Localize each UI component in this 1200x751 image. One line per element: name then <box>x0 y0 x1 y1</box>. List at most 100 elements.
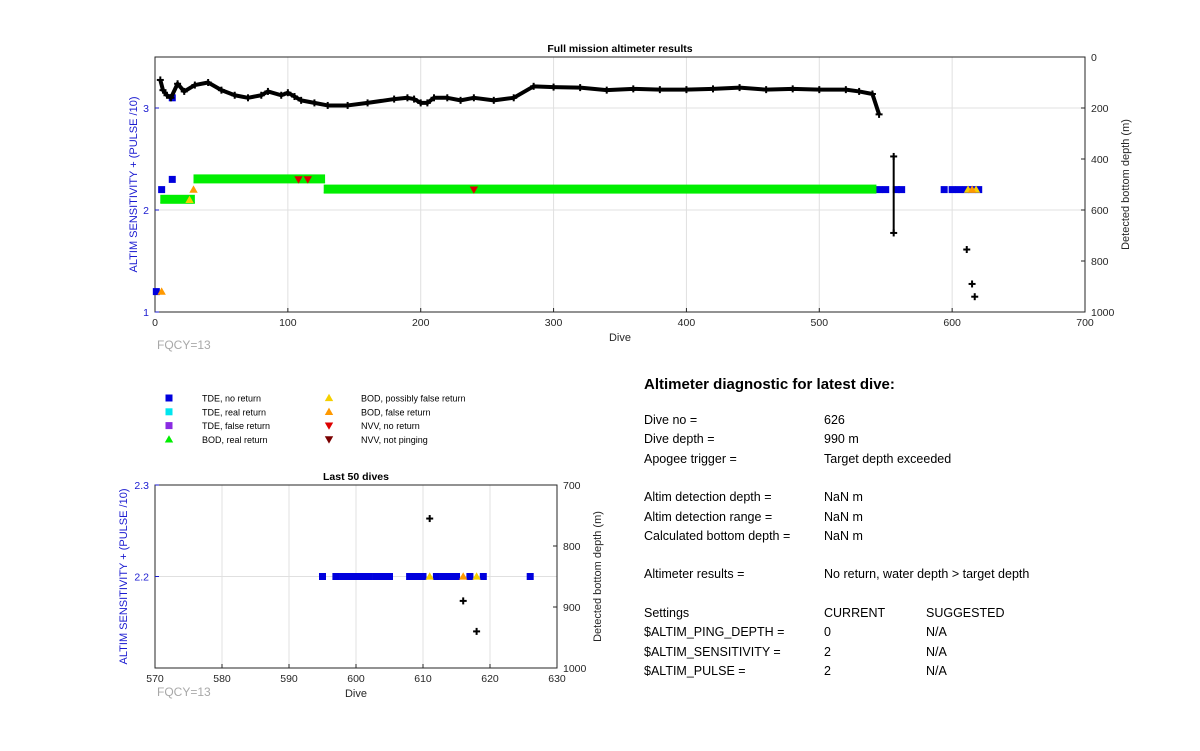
legend-marker <box>324 422 334 430</box>
x-tick-label: 620 <box>481 673 499 685</box>
y2-tick-label: 400 <box>1091 154 1109 166</box>
apogee-row: Apogee trigger = Target depth exceeded <box>644 450 1164 469</box>
data-point <box>948 186 956 194</box>
y-tick-label: 2.2 <box>134 572 149 584</box>
depth-point <box>709 85 717 93</box>
y2-axis-label: Detected bottom depth (m) <box>1120 119 1132 250</box>
data-point <box>466 573 474 580</box>
depth-point <box>344 101 352 109</box>
legend-marker <box>324 407 334 415</box>
detection-range-value: NaN m <box>824 509 863 524</box>
data-point <box>761 185 771 193</box>
y2-tick-label: 1000 <box>1091 307 1115 319</box>
depth-point <box>576 84 584 92</box>
results-label: Altimeter results = <box>644 567 745 582</box>
detection-depth-value: NaN m <box>824 490 863 505</box>
data-point <box>345 573 353 580</box>
data-point <box>173 195 182 203</box>
x-tick-label: 590 <box>280 673 298 685</box>
data-point <box>439 573 447 580</box>
diagnostic-title: Altimeter diagnostic for latest dive: <box>644 376 895 393</box>
y-tick-label: 1 <box>143 307 149 319</box>
data-point <box>158 186 166 194</box>
data-point <box>443 185 452 193</box>
plot-frame <box>154 56 1086 313</box>
data-point <box>425 572 434 580</box>
depth-point <box>963 246 971 254</box>
legend-label: NVV, no return <box>361 421 420 431</box>
depth-point <box>284 89 292 97</box>
detection-depth-label: Altim detection depth = <box>644 490 772 505</box>
data-point <box>526 573 534 580</box>
depth-point <box>204 79 212 86</box>
data-point <box>940 186 948 194</box>
data-point <box>875 186 883 194</box>
legend-marker <box>164 435 174 443</box>
data-point <box>160 195 169 203</box>
depth-point <box>868 90 876 98</box>
x-tick-label: 600 <box>347 673 365 685</box>
data-point <box>303 176 312 184</box>
x-tick-label: 700 <box>1076 317 1094 329</box>
depth-point <box>217 86 225 94</box>
depth-point <box>968 280 976 288</box>
legend-label: TDE, real return <box>202 407 266 417</box>
depth-point <box>473 627 481 635</box>
data-point <box>189 185 198 193</box>
results-row: Altimeter results = No return, water dep… <box>644 565 1164 584</box>
legend-marker <box>324 436 334 444</box>
depth-point <box>443 94 451 102</box>
depth-point <box>490 96 498 104</box>
depth-point <box>426 515 434 523</box>
data-point <box>722 185 731 193</box>
depth-point <box>277 91 285 99</box>
depth-point <box>762 86 770 94</box>
depth-point <box>364 99 372 107</box>
depth-point <box>156 76 164 84</box>
depth-point <box>417 99 425 107</box>
depth-point <box>789 85 797 93</box>
detection-range-label: Altim detection range = <box>644 509 773 524</box>
depth-point <box>736 84 744 92</box>
depth-point <box>264 87 272 95</box>
depth-point <box>410 95 418 103</box>
data-point <box>432 573 440 580</box>
data-point <box>270 175 279 183</box>
data-point <box>365 573 373 580</box>
y2-tick-label: 600 <box>1091 205 1109 217</box>
data-point <box>379 573 387 580</box>
apogee-value: Target depth exceeded <box>824 451 952 466</box>
calculated-depth-value: NaN m <box>824 528 863 543</box>
data-point <box>350 185 359 193</box>
legend-label: BOD, possibly false return <box>361 394 466 404</box>
data-point <box>310 175 319 183</box>
data-point <box>482 185 492 193</box>
dive-depth-row: Dive depth = 990 m <box>644 430 1164 449</box>
depth-point <box>682 86 690 94</box>
data-point <box>642 185 651 193</box>
data-point <box>323 185 332 193</box>
depth-point <box>629 85 637 93</box>
legend-label: TDE, no return <box>202 394 261 404</box>
data-point <box>961 186 969 194</box>
data-point <box>389 185 399 193</box>
current-header: CURRENT <box>824 605 886 620</box>
data-point <box>602 185 611 193</box>
y2-tick-label: 200 <box>1091 103 1109 115</box>
data-point <box>283 175 293 183</box>
data-point <box>257 175 266 183</box>
data-point <box>453 573 460 580</box>
depth-point <box>191 81 199 89</box>
dive-depth-value: 990 m <box>824 432 859 447</box>
detection-depth-row: Altim detection depth = NaN m <box>644 488 1164 507</box>
setting-name: $ALTIM_PULSE = <box>644 663 746 678</box>
depth-point <box>231 91 239 99</box>
setting-name: $ALTIM_PING_DEPTH = <box>644 625 785 640</box>
setting-row: $ALTIM_PING_DEPTH = 0 N/A <box>644 623 1164 642</box>
dive-no-row: Dive no = 626 <box>644 411 1164 430</box>
data-point <box>319 573 326 580</box>
y-tick-label: 2 <box>143 205 149 217</box>
x-tick-label: 630 <box>548 673 566 685</box>
data-point <box>336 185 346 193</box>
